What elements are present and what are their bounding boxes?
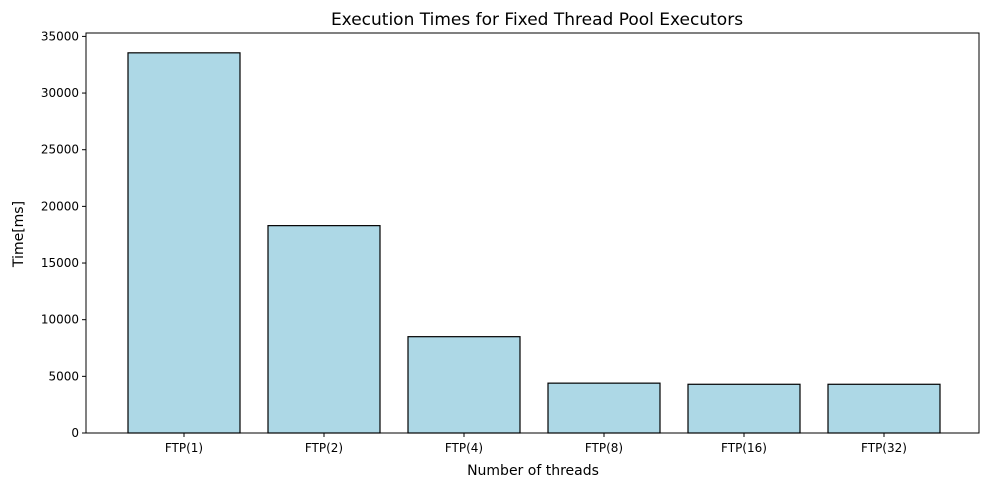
bar-ftp-4 [407, 336, 521, 434]
x-axis-label: Number of threads [467, 463, 599, 479]
y-tick-label: 10000 [41, 313, 79, 327]
plot-frame [85, 32, 980, 434]
y-tick-label: 30000 [41, 86, 79, 100]
bar-ftp-8 [547, 382, 661, 434]
x-tick-label: FTP(4) [445, 441, 483, 455]
bar-ftp-16 [687, 383, 801, 434]
bar-ftp-2 [267, 225, 381, 434]
bar-ftp-1 [127, 52, 241, 434]
y-tick-label: 20000 [41, 199, 79, 213]
chart-title: Execution Times for Fixed Thread Pool Ex… [331, 10, 743, 30]
x-tick-label: FTP(1) [165, 441, 203, 455]
x-tick-label: FTP(32) [861, 441, 907, 455]
bars-group [127, 52, 941, 434]
x-tick-label: FTP(8) [585, 441, 623, 455]
y-tick-label: 5000 [48, 369, 79, 383]
bar-ftp-32 [827, 383, 941, 434]
y-tick-label: 15000 [41, 256, 79, 270]
x-axis: FTP(1) FTP(2) FTP(4) FTP(8) FTP(16) FTP(32) [165, 433, 907, 455]
x-tick-label: FTP(2) [305, 441, 343, 455]
x-tick-label: FTP(16) [721, 441, 767, 455]
y-axis-label: Time[ms] [11, 201, 27, 268]
y-tick-label: 35000 [41, 29, 79, 43]
y-tick-label: 25000 [41, 143, 79, 157]
y-axis: 0 5000 10000 15000 20000 25000 30000 35000 [41, 29, 86, 440]
y-tick-label: 0 [71, 426, 79, 440]
